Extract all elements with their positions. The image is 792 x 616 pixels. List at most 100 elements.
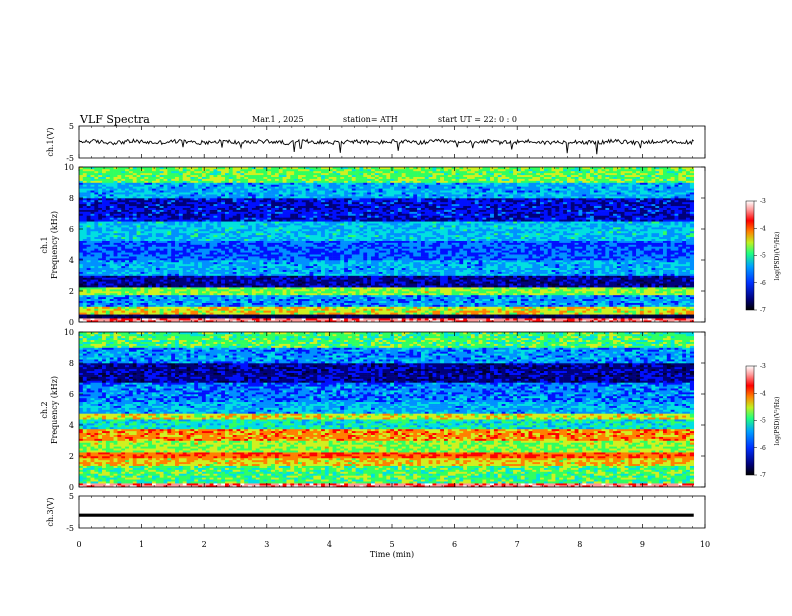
spectrogram-cell xyxy=(228,316,233,319)
spectrogram-cell xyxy=(225,229,230,232)
spectrogram-cell xyxy=(175,186,180,189)
spectrogram-cell xyxy=(294,167,299,170)
spectrogram-cell xyxy=(79,168,84,172)
spectrogram-cell xyxy=(232,252,237,255)
spectrogram-cell xyxy=(313,167,318,170)
spectrogram-cell xyxy=(140,302,145,305)
spectrogram-cell xyxy=(255,314,260,317)
spectrogram-cell xyxy=(98,230,103,234)
spectrogram-cell xyxy=(232,258,237,261)
spectrogram-cell xyxy=(148,199,153,203)
spectrogram-cell xyxy=(90,172,95,176)
spectrogram-cell xyxy=(140,287,145,290)
spectrogram-cell xyxy=(209,277,214,280)
spectrogram-cell xyxy=(171,246,176,249)
spectrogram-cell xyxy=(90,184,95,187)
spectrogram-cell xyxy=(286,296,291,300)
spectrogram-cell xyxy=(251,312,257,315)
spectrogram-cell xyxy=(163,221,168,224)
spectrogram-cell xyxy=(213,170,218,174)
spectrogram-cell xyxy=(113,310,118,313)
spectrogram-cell xyxy=(274,258,280,261)
spectrogram-cell xyxy=(255,240,260,243)
spectrogram-cell xyxy=(274,178,280,181)
spectrogram-cell xyxy=(309,215,314,218)
spectrogram-cell xyxy=(290,209,295,212)
spectrogram-cell xyxy=(90,194,95,197)
spectrogram-cell xyxy=(278,192,283,195)
spectrogram-cell xyxy=(125,230,130,234)
spectrogram-cell xyxy=(152,190,157,193)
spectrogram-cell xyxy=(240,225,245,228)
spectrogram-cell xyxy=(305,190,310,193)
spectrogram-cell xyxy=(117,260,122,263)
spectrogram-cell xyxy=(271,285,276,288)
spectrogram-cell xyxy=(178,227,184,230)
spectrogram-cell xyxy=(102,182,107,185)
spectrogram-cell xyxy=(274,192,280,195)
spectrogram-cell xyxy=(298,250,303,253)
spectrogram-cell xyxy=(194,261,199,265)
spectrogram-cell xyxy=(205,300,210,303)
spectrogram-cell xyxy=(236,304,241,307)
spectrogram-cell xyxy=(251,199,257,203)
spectrogram-cell xyxy=(152,252,157,255)
spectrogram-cell xyxy=(175,304,180,307)
spectrogram-cell xyxy=(167,186,172,189)
spectrogram-cell xyxy=(221,207,226,210)
spectrogram-cell xyxy=(201,273,207,276)
spectrogram-cell xyxy=(98,186,103,189)
spectrogram-cell xyxy=(105,316,111,319)
spectrogram-cell xyxy=(163,174,168,177)
spectrogram-cell xyxy=(79,285,84,288)
spectrogram-cell xyxy=(82,267,87,270)
spectrogram-cell xyxy=(309,289,314,292)
spectrogram-cell xyxy=(225,261,230,265)
spectrogram-cell xyxy=(167,273,172,276)
spectrogram-cell xyxy=(86,287,91,290)
spectrogram-cell xyxy=(290,244,295,247)
spectrogram-cell xyxy=(263,211,268,214)
spectrogram-cell xyxy=(244,223,249,226)
spectrogram-cell xyxy=(255,168,260,172)
spectrogram-cell xyxy=(98,234,103,238)
spectrogram-cell xyxy=(175,289,180,292)
spectrogram-cell xyxy=(163,217,168,220)
spectrogram-cell xyxy=(209,285,214,288)
spectrogram-cell xyxy=(313,320,318,322)
spectrogram-cell xyxy=(267,190,272,193)
spectrogram-cell xyxy=(144,258,149,261)
spectrogram-cell xyxy=(175,213,180,216)
spectrogram-cell xyxy=(298,178,303,181)
spectrogram-cell xyxy=(259,215,264,218)
spectrogram-cell xyxy=(159,211,164,214)
spectrogram-cell xyxy=(121,229,126,232)
spectrogram-cell xyxy=(82,310,87,313)
spectrogram-cell xyxy=(102,289,107,292)
spectrogram-cell xyxy=(82,300,87,303)
spectrogram-cell xyxy=(267,271,272,274)
spectrogram-cell xyxy=(113,186,118,189)
spectrogram-cell xyxy=(263,172,268,176)
spectrogram-cell xyxy=(244,294,249,298)
spectrogram-cell xyxy=(201,302,207,305)
spectrogram-cell xyxy=(294,271,299,274)
spectrogram-cell xyxy=(128,269,134,272)
spectrogram-cell xyxy=(259,310,264,313)
spectrogram-cell xyxy=(198,180,203,183)
spectrogram-cell xyxy=(102,318,107,321)
spectrogram-cell xyxy=(82,209,87,212)
spectrogram-cell xyxy=(171,236,176,239)
spectrogram-cell xyxy=(152,186,157,189)
spectrogram-cell xyxy=(94,261,99,265)
spectrogram-cell xyxy=(240,219,245,222)
spectrogram-cell xyxy=(90,318,95,321)
spectrogram-cell xyxy=(194,170,199,174)
spectrogram-cell xyxy=(201,236,207,239)
spectrogram-cell xyxy=(198,203,203,207)
spectrogram-cell xyxy=(298,201,303,205)
spectrogram-cell xyxy=(182,306,187,309)
spectrogram-cell xyxy=(190,207,195,210)
spectrogram-cell xyxy=(313,291,318,294)
spectrogram-cell xyxy=(178,174,184,177)
